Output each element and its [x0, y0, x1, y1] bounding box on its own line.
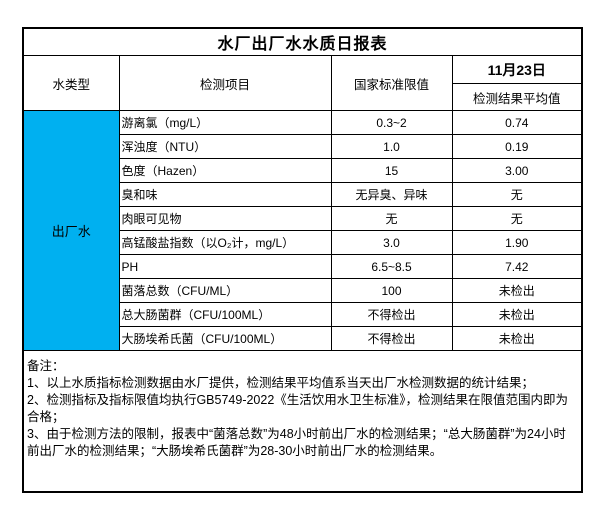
- note-item-2: 2、检测指标及指标限值均执行GB5749-2022《生活饮用水卫生标准》，检测结…: [27, 393, 569, 424]
- table-row: 肉眼可见物 无 无: [23, 206, 583, 231]
- standard-cell: 3.0: [330, 230, 453, 255]
- result-cell: 0.19: [451, 134, 583, 159]
- item-cell: PH: [118, 254, 332, 279]
- report-date: 11月23日: [451, 55, 583, 84]
- title-row: 水厂出厂水水质日报表: [22, 27, 583, 56]
- column-header-standard: 国家标准限值: [330, 55, 453, 111]
- result-cell: 无: [451, 182, 583, 207]
- item-cell: 臭和味: [118, 182, 332, 207]
- column-header-result: 检测结果平均值: [451, 83, 583, 111]
- standard-cell: 100: [330, 278, 453, 303]
- standard-cell: 无: [330, 206, 453, 231]
- water-type-merged-cell: 出厂水: [22, 110, 120, 351]
- item-cell: 菌落总数（CFU/ML）: [118, 278, 332, 303]
- water-quality-report-table: 水厂出厂水水质日报表 水类型 检测项目 国家标准限值 11月23日 检测结果平均…: [22, 27, 584, 493]
- item-cell: 总大肠菌群（CFU/100ML）: [118, 302, 332, 327]
- result-cell: 3.00: [451, 158, 583, 183]
- table-row: 大肠埃希氏菌（CFU/100ML） 不得检出 未检出: [23, 326, 583, 351]
- note-item-3: 3、由于检测方法的限制，报表中“菌落总数”为48小时前出厂水的检测结果；“总大肠…: [27, 427, 566, 458]
- note-item-1: 1、以上水质指标检测数据由水厂提供，检测结果平均值系当天出厂水检测数据的统计结果…: [27, 376, 534, 390]
- standard-cell: 0.3~2: [330, 110, 453, 135]
- table-row: 总大肠菌群（CFU/100ML） 不得检出 未检出: [23, 302, 583, 327]
- item-cell: 大肠埃希氏菌（CFU/100ML）: [118, 326, 332, 351]
- item-cell: 肉眼可见物: [118, 206, 332, 231]
- result-cell: 0.74: [451, 110, 583, 135]
- result-cell: 1.90: [451, 230, 583, 255]
- table-row: 出厂水 游离氯（mg/L） 0.3~2 0.74: [22, 110, 583, 351]
- result-cell: 未检出: [451, 278, 583, 303]
- result-cell: 未检出: [451, 302, 583, 327]
- notes-row: 备注： 1、以上水质指标检测数据由水厂提供，检测结果平均值系当天出厂水检测数据的…: [22, 350, 583, 493]
- table-row: 浑浊度（NTU） 1.0 0.19: [23, 134, 583, 159]
- table-row: 色度（Hazen） 15 3.00: [23, 158, 583, 183]
- item-cell: 游离氯（mg/L）: [118, 110, 332, 135]
- result-cell: 未检出: [451, 326, 583, 351]
- header-row-2: 检测结果平均值: [23, 83, 583, 111]
- column-header-item: 检测项目: [118, 55, 332, 111]
- notes-section: 备注： 1、以上水质指标检测数据由水厂提供，检测结果平均值系当天出厂水检测数据的…: [22, 350, 583, 493]
- table-row: 臭和味 无异臭、异味 无: [23, 182, 583, 207]
- standard-cell: 15: [330, 158, 453, 183]
- result-cell: 无: [451, 206, 583, 231]
- table-row: PH 6.5~8.5 7.42: [23, 254, 583, 279]
- column-header-water-type: 水类型: [22, 55, 120, 111]
- standard-cell: 不得检出: [330, 326, 453, 351]
- result-cell: 7.42: [451, 254, 583, 279]
- notes-label: 备注：: [27, 359, 65, 373]
- item-cell: 高锰酸盐指数（以O₂计，mg/L）: [118, 230, 332, 255]
- item-cell: 色度（Hazen）: [118, 158, 332, 183]
- standard-cell: 不得检出: [330, 302, 453, 327]
- standard-cell: 无异臭、异味: [330, 182, 453, 207]
- standard-cell: 6.5~8.5: [330, 254, 453, 279]
- standard-cell: 1.0: [330, 134, 453, 159]
- table-row: 菌落总数（CFU/ML） 100 未检出: [23, 278, 583, 303]
- report-title: 水厂出厂水水质日报表: [22, 27, 583, 56]
- header-row-1: 水类型 检测项目 国家标准限值 11月23日: [22, 55, 583, 111]
- item-cell: 浑浊度（NTU）: [118, 134, 332, 159]
- table-row: 高锰酸盐指数（以O₂计，mg/L） 3.0 1.90: [23, 230, 583, 255]
